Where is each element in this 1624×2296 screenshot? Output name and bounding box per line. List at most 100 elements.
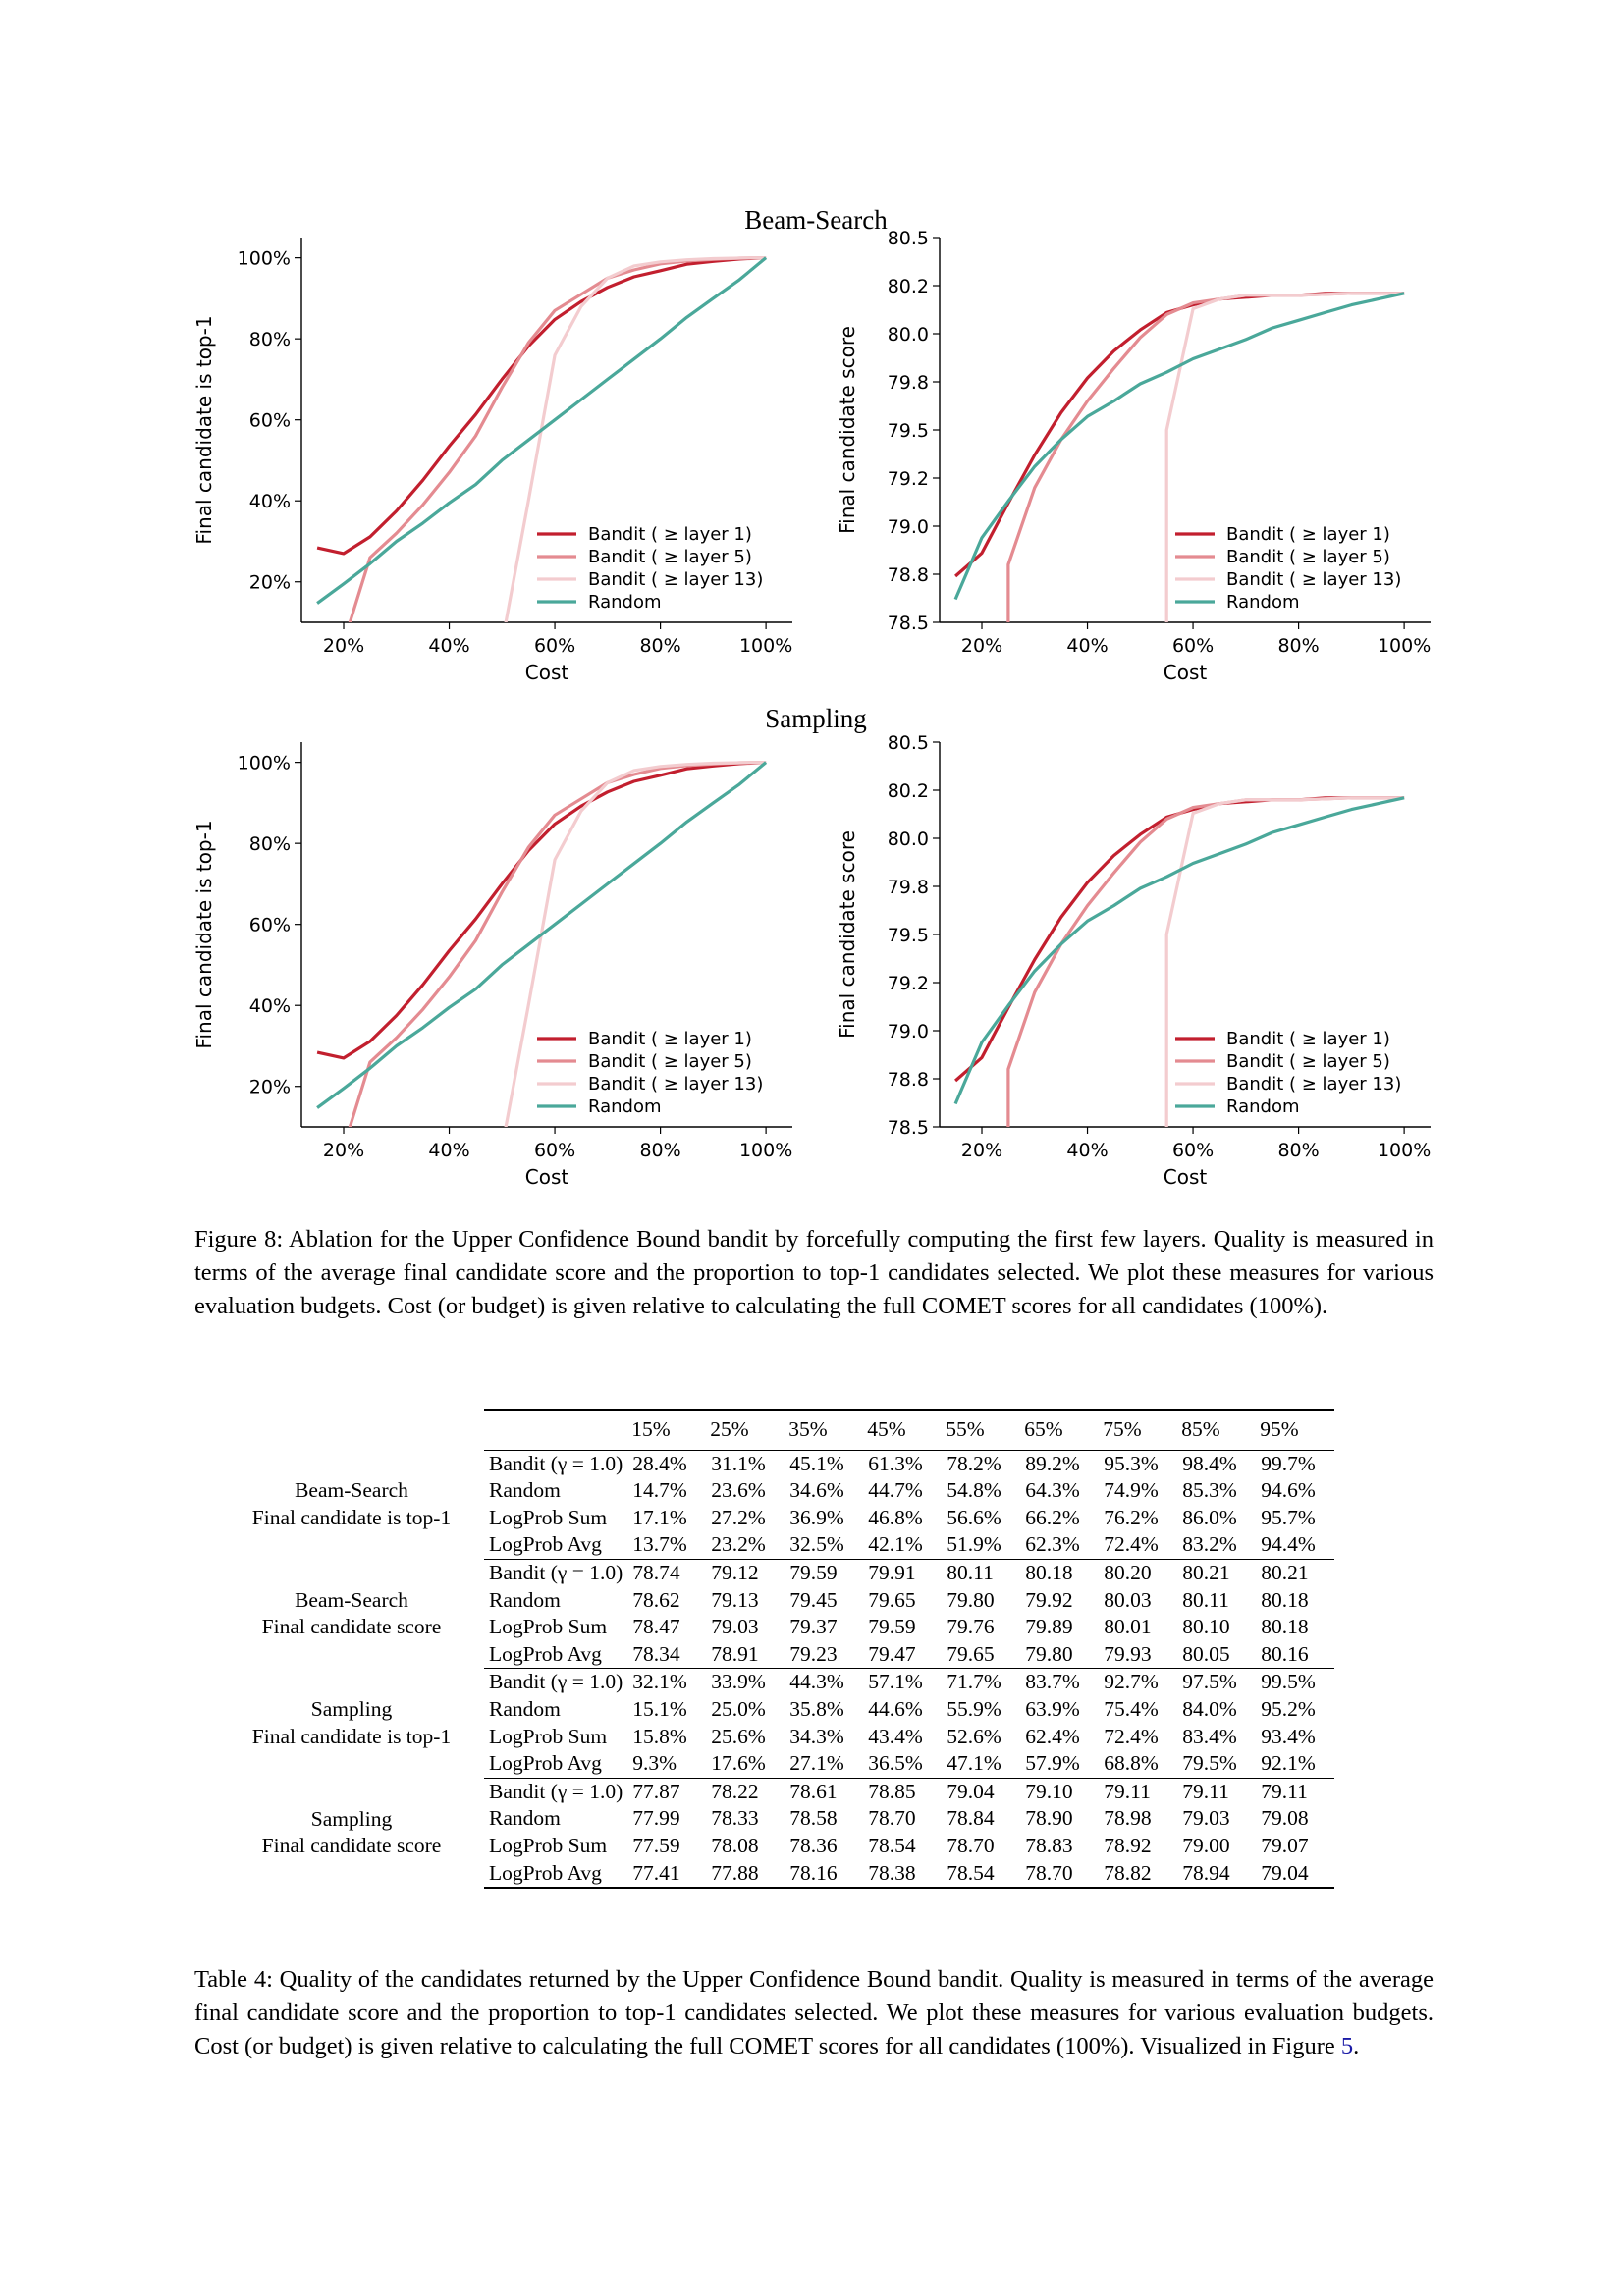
- table-column-header: 65%: [1020, 1408, 1100, 1451]
- table-cell: 84.0%: [1182, 1696, 1237, 1721]
- table-column-header: 15%: [627, 1408, 707, 1451]
- table-row: LogProb Sum 17.1% 27.2% 36.9% 46.8% 56.6% 66.2…: [224, 1505, 1334, 1532]
- table-cell: 62.4%: [1025, 1724, 1080, 1748]
- table-cell: 79.93: [1104, 1641, 1152, 1666]
- figure-caption-label: Figure 8:: [194, 1226, 284, 1253]
- table-cell: 79.04: [942, 1777, 1021, 1806]
- y-tick-label: 60%: [249, 410, 291, 432]
- table-cell: 61.3%: [863, 1449, 943, 1478]
- table-cell: 80.11: [1182, 1587, 1229, 1612]
- sampling-section-title: Sampling: [765, 704, 867, 733]
- figure-caption-text: Ablation for the Upper Confidence Bound …: [194, 1226, 1434, 1319]
- sampling-score-chart: 20% 40% 60% 80% 100% 78.5 78.8 79.0 79.2 79.5 79.8…: [836, 732, 1431, 1189]
- legend-label: Bandit ( ≥ layer 1): [1226, 524, 1390, 545]
- table-row: Random 15.1% 25.0% 35.8% 44.6% 55.9% 63.9% 75.4…: [224, 1696, 1334, 1724]
- table-cell: 74.9%: [1104, 1478, 1159, 1503]
- table-row: Random 78.62 79.13 79.45 79.65 79.80 79.92 80.0…: [224, 1587, 1334, 1615]
- table-cell: 95.2%: [1261, 1696, 1316, 1721]
- table-header-row: 15% 25% 35% 45% 55% 65% 75% 85% 95%: [224, 1408, 1335, 1451]
- table-cell: 78.47: [632, 1615, 680, 1639]
- results-table: 15% 25% 35% 45% 55% 65% 75% 85% 95% Beam-Search F…: [224, 1408, 1335, 1890]
- table-cell: 78.98: [1104, 1806, 1152, 1831]
- table-column-header: 95%: [1256, 1408, 1335, 1451]
- table-cell: 78.70: [1020, 1859, 1100, 1890]
- x-tick-label: 40%: [428, 1140, 469, 1161]
- y-tick-label: 80.0: [888, 828, 929, 850]
- table-cell: 79.03: [711, 1615, 759, 1639]
- random-line: [316, 761, 768, 1109]
- x-tick-label: 40%: [1066, 1140, 1108, 1161]
- y-tick-label: 40%: [249, 491, 291, 512]
- table-cell: 31.1%: [706, 1449, 785, 1478]
- y-tick-label: 78.8: [888, 564, 929, 586]
- table-method-cell: LogProb Sum: [489, 1724, 608, 1748]
- y-tick-label: 78.5: [888, 613, 929, 634]
- table-cell: 99.5%: [1256, 1668, 1335, 1696]
- table-cell: 85.3%: [1182, 1478, 1237, 1503]
- group-label-line2: Final candidate is top-1: [251, 1724, 452, 1748]
- table-cell: 79.13: [711, 1587, 759, 1612]
- y-tick-label: 79.0: [888, 1021, 929, 1042]
- y-tick-label: 80%: [249, 833, 291, 855]
- figure-reference-link[interactable]: 5: [1340, 2033, 1354, 2059]
- table-cell: 80.21: [1256, 1558, 1335, 1587]
- beam-search-section-title: Beam-Search: [744, 205, 888, 235]
- table-cell: 78.54: [942, 1859, 1021, 1890]
- table-cell: 80.21: [1177, 1558, 1257, 1587]
- group-label-line1: Sampling: [310, 1806, 393, 1831]
- y-tick-label: 80.5: [888, 732, 929, 754]
- beam-search-score-chart: 20% 40% 60% 80% 100% 78.5 78.8 79.0 79.2 79.5 79.8…: [836, 228, 1431, 684]
- legend-label: Bandit ( ≥ layer 5): [1226, 1051, 1390, 1072]
- table-caption-end: .: [1353, 2033, 1360, 2059]
- y-axis-label: Final candidate is top-1: [192, 315, 216, 544]
- x-tick-label: 20%: [323, 1140, 364, 1161]
- bandit-layer1-line: [316, 761, 767, 1060]
- y-tick-label: 80.0: [888, 324, 929, 346]
- table-cell: 62.3%: [1025, 1532, 1080, 1557]
- table-cell: 78.70: [947, 1833, 995, 1857]
- table-cell: 66.2%: [1025, 1505, 1080, 1529]
- table-cell: 15.8%: [632, 1724, 687, 1748]
- legend-label: Random: [588, 1096, 662, 1117]
- group-label-line1: Beam-Search: [295, 1587, 408, 1612]
- table-method-cell: LogProb Sum: [489, 1505, 608, 1529]
- table-cell: 79.59: [868, 1615, 916, 1639]
- table-row: Sampling Final candidate is top-1 Bandit (…: [224, 1668, 1335, 1748]
- group-label-line2: Final candidate is top-1: [251, 1505, 452, 1529]
- table-cell: 78.84: [947, 1806, 995, 1831]
- table-cell: 51.9%: [947, 1532, 1001, 1557]
- table-caption-text: Quality of the candidates returned by th…: [194, 1966, 1435, 2059]
- table-column-header: 85%: [1177, 1408, 1257, 1451]
- table-cell: 71.7%: [942, 1668, 1021, 1696]
- x-tick-label: 80%: [639, 635, 680, 657]
- y-tick-label: 78.5: [888, 1117, 929, 1139]
- table-method-cell: LogProb Avg: [489, 1751, 602, 1776]
- table-cell: 34.6%: [789, 1478, 844, 1503]
- table-cell: 78.74: [627, 1558, 707, 1587]
- table-cell: 44.6%: [868, 1696, 923, 1721]
- table-cell: 23.6%: [711, 1478, 766, 1503]
- series-group: [316, 761, 768, 1127]
- table-cell: 17.1%: [632, 1505, 687, 1529]
- table-cell: 35.8%: [789, 1696, 844, 1721]
- table-cell: 54.8%: [947, 1478, 1001, 1503]
- table-cell: 13.7%: [632, 1532, 687, 1557]
- table-cell: 80.16: [1261, 1641, 1309, 1666]
- table-cell: 78.33: [711, 1806, 759, 1831]
- table-cell: 79.04: [1256, 1859, 1335, 1890]
- table-cell: 83.4%: [1182, 1724, 1237, 1748]
- table-row: LogProb Sum 77.59 78.08 78.36 78.54 78.70 78.8…: [224, 1833, 1334, 1860]
- table-cell: 97.5%: [1177, 1668, 1257, 1696]
- table-cell: 86.0%: [1182, 1505, 1237, 1529]
- table-cell: 32.1%: [627, 1668, 707, 1696]
- table-cell: 78.62: [632, 1587, 680, 1612]
- table-method-cell: Bandit (γ = 1.0): [484, 1777, 628, 1806]
- x-tick-label: 100%: [739, 1140, 792, 1161]
- table-cell: 98.4%: [1177, 1449, 1257, 1478]
- figure-caption: Figure 8: Ablation for the Upper Confide…: [194, 1223, 1434, 1323]
- table-cell: 99.7%: [1256, 1449, 1335, 1478]
- table-cell: 79.37: [789, 1615, 838, 1639]
- table-cell: 80.18: [1020, 1558, 1100, 1587]
- y-tick-label: 80.2: [888, 276, 929, 297]
- table-cell: 80.18: [1261, 1615, 1309, 1639]
